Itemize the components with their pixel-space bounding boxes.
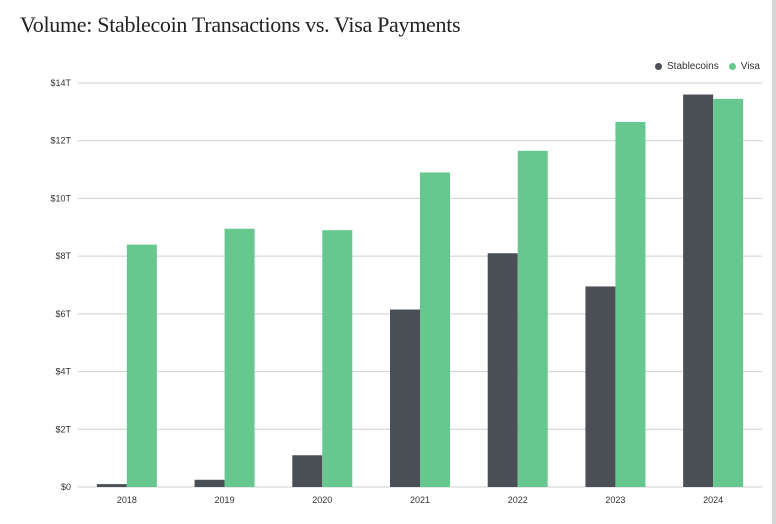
legend-item-stablecoins: Stablecoins — [655, 61, 719, 72]
y-tick-label-2: $4T — [55, 367, 71, 377]
bar-visa-2024 — [713, 98, 744, 487]
y-tick-label-0: $0 — [61, 482, 71, 492]
legend: Stablecoins Visa — [655, 61, 760, 72]
window-edge — [772, 0, 776, 524]
x-tick-label-2024: 2024 — [703, 495, 723, 505]
x-tick-label-2018: 2018 — [117, 495, 137, 505]
x-tick-label-2022: 2022 — [508, 495, 528, 505]
bar-visa-2020 — [322, 230, 353, 487]
bar-stablecoins-2023 — [585, 286, 616, 487]
chart-title: Volume: Stablecoin Transactions vs. Visa… — [20, 12, 461, 37]
y-tick-label-3: $6T — [55, 309, 71, 319]
legend-label-visa: Visa — [740, 61, 760, 72]
bar-stablecoins-2024 — [683, 94, 714, 488]
y-tick-label-6: $12T — [50, 136, 71, 146]
bar-stablecoins-2020 — [292, 455, 323, 487]
bar-visa-2021 — [420, 172, 450, 487]
bar-visa-2022 — [517, 150, 548, 488]
legend-swatch-stablecoins — [655, 63, 663, 70]
bar-visa-2019 — [224, 228, 255, 487]
x-tick-label-2021: 2021 — [410, 495, 430, 505]
bar-stablecoins-2018 — [96, 484, 127, 487]
y-tick-label-1: $2T — [55, 424, 71, 434]
legend-label-stablecoins: Stablecoins — [667, 61, 719, 72]
x-tick-label-2023: 2023 — [605, 495, 625, 505]
bar-visa-2023 — [615, 121, 646, 487]
x-tick-label-2020: 2020 — [312, 495, 332, 505]
y-tick-label-5: $10T — [50, 193, 71, 203]
x-tick-label-2019: 2019 — [215, 495, 235, 505]
y-tick-label-4: $8T — [55, 251, 71, 261]
bar-stablecoins-2021 — [390, 309, 420, 487]
y-tick-label-7: $14T — [50, 78, 71, 88]
bar-stablecoins-2019 — [194, 479, 225, 487]
legend-swatch-visa — [728, 63, 736, 70]
bar-stablecoins-2022 — [487, 253, 518, 487]
legend-item-visa: Visa — [728, 61, 760, 72]
bar-visa-2018 — [126, 244, 157, 487]
